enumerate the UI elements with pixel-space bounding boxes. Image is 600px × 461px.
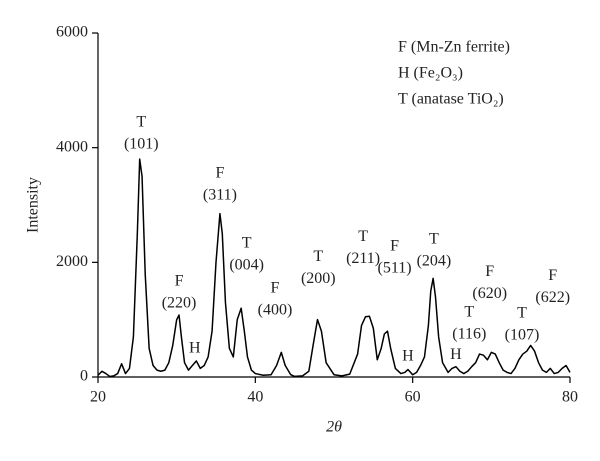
peak-phase: H — [450, 346, 462, 363]
y-tick-label: 0 — [80, 368, 88, 385]
peak-phase: T — [358, 228, 368, 245]
x-tick-label: 40 — [247, 389, 263, 406]
peak-hkl: (116) — [452, 325, 486, 342]
x-axis-label: 2θ — [326, 419, 342, 436]
peak-phase: F — [215, 165, 224, 182]
peak-phase: T — [313, 248, 323, 265]
y-tick-label: 6000 — [56, 24, 88, 41]
peak-phase: F — [175, 272, 184, 289]
y-axis-label: Intensity — [25, 177, 42, 233]
y-tick-label: 4000 — [56, 138, 88, 155]
peak-hkl: (620) — [472, 285, 507, 302]
peak-phase: T — [242, 235, 252, 252]
peak-hkl: (211) — [346, 250, 380, 267]
peak-phase: T — [429, 231, 439, 248]
y-tick-label: 2000 — [56, 253, 88, 270]
peak-phase: H — [402, 348, 414, 365]
peak-hkl: (400) — [258, 301, 293, 318]
peak-phase: F — [548, 267, 557, 284]
legend-text: F (Mn-Zn ferrite) — [398, 39, 510, 56]
peak-hkl: (220) — [162, 294, 197, 311]
peak-hkl: (622) — [535, 289, 570, 306]
peak-phase: H — [189, 340, 201, 357]
legend-text: H (Fe₂O₃) — [398, 65, 463, 82]
x-tick-label: 20 — [90, 389, 106, 406]
peak-phase: F — [390, 238, 399, 255]
peak-hkl: (200) — [301, 270, 336, 287]
peak-phase: T — [464, 303, 474, 320]
peak-hkl: (101) — [124, 136, 159, 153]
peak-hkl: (204) — [417, 253, 452, 270]
peak-hkl: (511) — [378, 260, 412, 277]
peak-phase: T — [517, 305, 527, 322]
x-tick-label: 80 — [562, 389, 578, 406]
peak-phase: F — [485, 263, 494, 280]
peak-hkl: (311) — [203, 187, 237, 204]
x-tick-label: 60 — [405, 389, 421, 406]
peak-hkl: (004) — [229, 257, 264, 274]
peak-hkl: (107) — [505, 327, 540, 344]
xrd-line — [97, 158, 571, 378]
peak-phase: T — [136, 114, 146, 131]
legend-text: T (anatase TiO₂) — [398, 91, 504, 108]
peak-phase: F — [271, 279, 280, 296]
